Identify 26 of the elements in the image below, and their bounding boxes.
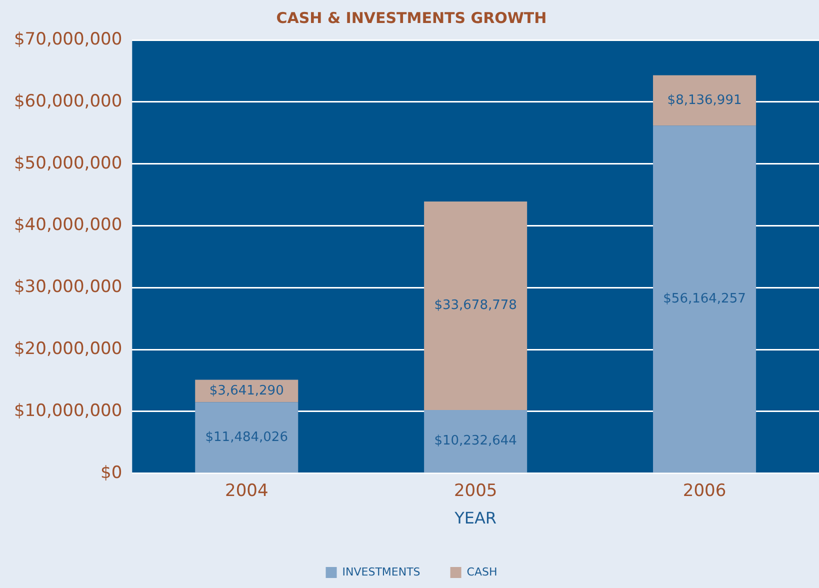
x-tick-label: 2004: [224, 481, 268, 502]
data-label: $8,136,991: [667, 92, 742, 108]
x-axis-title: YEAR: [454, 508, 497, 528]
data-label: $10,232,644: [434, 434, 517, 449]
data-label: $56,164,257: [663, 292, 746, 307]
data-label: $11,484,026: [205, 430, 288, 445]
data-label: $33,678,778: [434, 298, 517, 314]
y-tick-label: $70,000,000: [14, 29, 122, 50]
x-tick-label: 2005: [454, 481, 498, 502]
data-label: $3,641,290: [209, 383, 284, 398]
bar: [424, 410, 528, 473]
y-tick-label: $0: [100, 462, 122, 483]
legend-label: CASH: [466, 565, 498, 578]
bar: [195, 402, 298, 473]
legend-label: INVESTMENTS: [342, 565, 420, 578]
bar: [653, 75, 756, 126]
bar: [653, 126, 756, 473]
bar: [424, 202, 528, 410]
y-tick-label: $30,000,000: [14, 277, 122, 298]
y-tick-label: $40,000,000: [14, 215, 122, 236]
x-tick-label: 2006: [682, 481, 726, 502]
y-tick-label: $10,000,000: [14, 400, 122, 421]
y-tick-label: $60,000,000: [14, 91, 122, 112]
y-tick-label: $50,000,000: [14, 153, 122, 174]
chart-title: CASH & INVESTMENTS GROWTH: [276, 8, 547, 27]
y-tick-label: $20,000,000: [14, 338, 122, 359]
